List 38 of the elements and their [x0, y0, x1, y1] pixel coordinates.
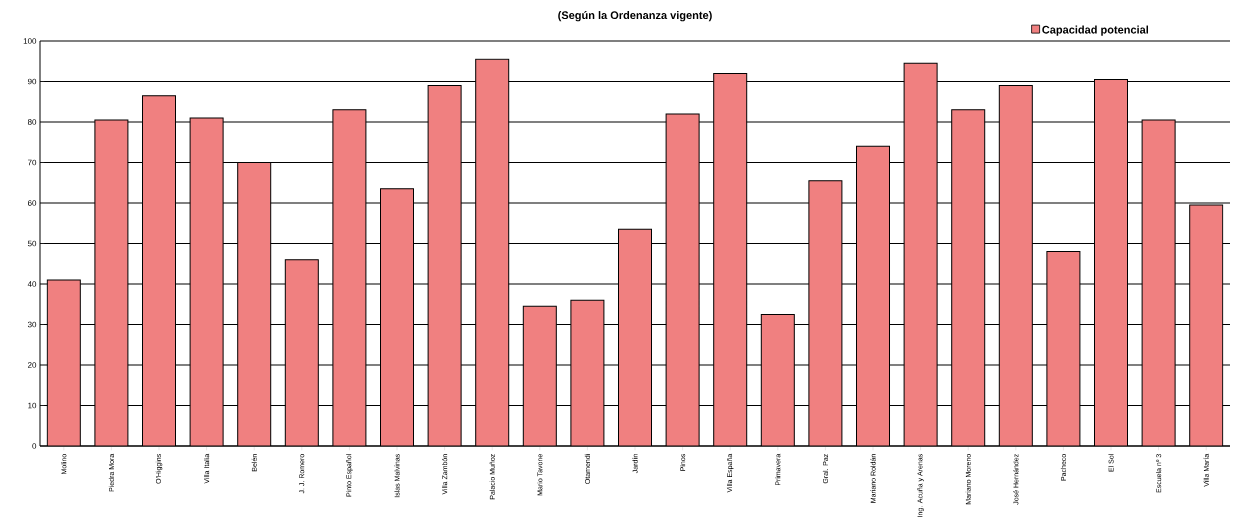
- y-tick-label: 60: [27, 200, 37, 206]
- bar: [760, 313, 795, 446]
- bar: [380, 188, 415, 446]
- bar: [856, 145, 891, 446]
- bar: [665, 113, 700, 446]
- bar: [427, 85, 462, 446]
- y-tick-label: 80: [27, 119, 37, 125]
- bar: [1189, 204, 1224, 446]
- bar: [189, 117, 224, 446]
- bar: [142, 95, 177, 446]
- bar: [237, 162, 272, 446]
- y-tick-label: 90: [27, 78, 37, 85]
- y-tick-label: 50: [27, 240, 37, 247]
- bar: [1094, 78, 1129, 446]
- y-tick-label: 30: [27, 321, 37, 328]
- bar: [94, 119, 129, 446]
- y-tick-label: 20: [27, 362, 37, 368]
- bar: [1141, 119, 1176, 446]
- y-tick-label: 70: [27, 159, 37, 166]
- bar: [951, 109, 986, 446]
- bar: [46, 279, 81, 446]
- bar: [713, 72, 748, 446]
- bar: [332, 109, 367, 446]
- y-tick-label: 40: [27, 281, 37, 287]
- bar: [475, 58, 510, 446]
- y-tick-label: 10: [28, 402, 37, 409]
- y-tick-label: 100: [23, 38, 37, 44]
- bar: [284, 259, 319, 446]
- bar: [808, 180, 843, 446]
- y-tick-label: 0: [32, 443, 37, 449]
- bar: [903, 62, 938, 446]
- bar: [1046, 251, 1081, 446]
- bar: [998, 85, 1033, 446]
- bar: [522, 305, 557, 446]
- text: Capacidad potencial: [1042, 25, 1149, 36]
- bar: [618, 228, 653, 446]
- bar: [570, 299, 605, 446]
- chart-title: (Según la Ordenanza vigente): [558, 10, 712, 22]
